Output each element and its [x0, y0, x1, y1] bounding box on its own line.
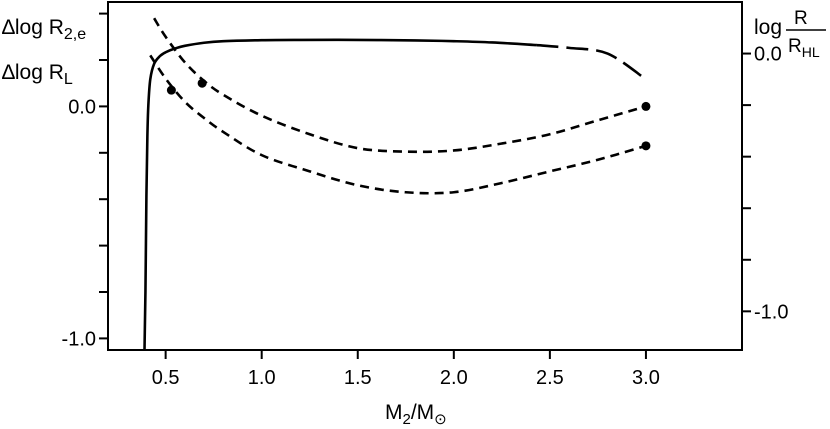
series-line	[149, 54, 647, 195]
data-point	[197, 78, 207, 88]
series-line	[153, 17, 647, 154]
series-layer	[143, 17, 647, 351]
right-axis-label-log: log	[754, 16, 782, 39]
right-axis-label-denominator: RHL	[788, 36, 820, 60]
data-point	[166, 85, 176, 95]
x-tick-label: 2.0	[440, 367, 468, 389]
x-tick-label: 3.0	[632, 367, 660, 389]
data-point	[641, 141, 651, 151]
left-tick-label: 0.0	[68, 96, 96, 118]
x-tick-label: 1.5	[344, 367, 372, 389]
right-tick-label: 0.0	[754, 44, 782, 66]
data-point	[641, 101, 651, 111]
x-tick-label: 1.0	[248, 367, 276, 389]
right-tick-label: -1.0	[754, 301, 788, 323]
left-axis-label-line1: ∆log R2,e	[2, 16, 86, 43]
plot-frame	[107, 1, 743, 351]
left-axis-label-line2: ∆log RL	[2, 61, 73, 88]
right-axis-label: log R RHL	[754, 8, 826, 60]
series-line	[143, 38, 537, 351]
left-tick-label: -1.0	[62, 328, 96, 350]
x-tick-label: 0.5	[152, 367, 180, 389]
series-line	[536, 43, 647, 81]
x-axis-label: M2/M⊙	[385, 401, 447, 428]
right-axis-label-numerator: R	[794, 8, 808, 29]
x-tick-label: 2.5	[536, 367, 564, 389]
tick-labels: 0.5 1.0 1.5 2.0 2.5 3.0 0.0 -1.0 0.0 -1.0	[62, 44, 789, 389]
tick-marks	[99, 12, 751, 359]
points-layer	[166, 78, 651, 151]
